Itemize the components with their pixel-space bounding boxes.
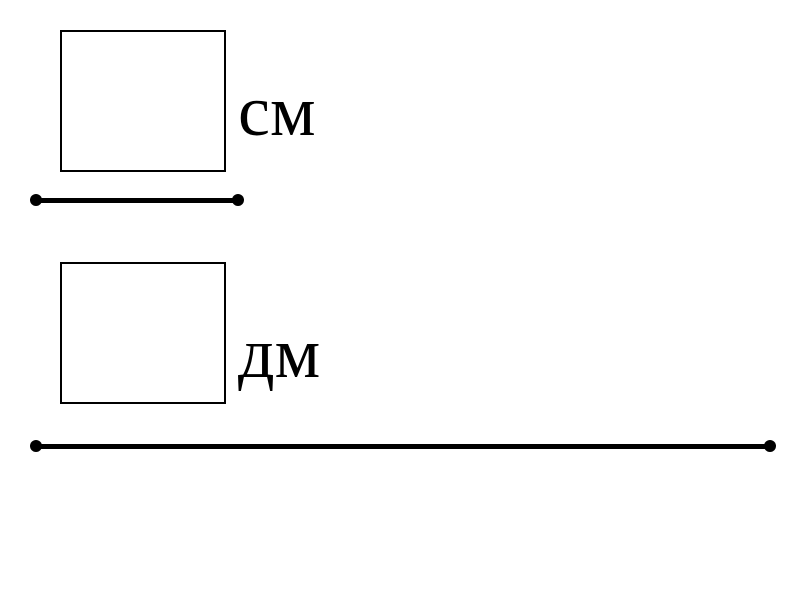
segment-cm	[36, 198, 238, 203]
segment-dm-endpoint-right	[764, 440, 776, 452]
segment-cm-endpoint-right	[232, 194, 244, 206]
segment-cm-endpoint-left	[30, 194, 42, 206]
segment-dm	[36, 444, 770, 449]
segment-dm-endpoint-left	[30, 440, 42, 452]
unit-label-dm: дм	[238, 312, 320, 395]
unit-label-cm: см	[238, 70, 316, 153]
answer-box-dm	[60, 262, 226, 404]
answer-box-cm	[60, 30, 226, 172]
